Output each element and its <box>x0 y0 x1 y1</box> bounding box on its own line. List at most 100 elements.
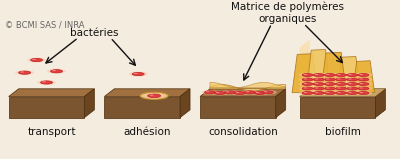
Ellipse shape <box>355 77 372 82</box>
Ellipse shape <box>355 91 372 95</box>
Text: transport: transport <box>27 127 76 137</box>
Ellipse shape <box>310 86 328 91</box>
Ellipse shape <box>332 91 350 95</box>
Ellipse shape <box>321 86 339 91</box>
Ellipse shape <box>332 77 350 82</box>
Ellipse shape <box>348 74 352 75</box>
Text: Matrice de polymères
organiques: Matrice de polymères organiques <box>231 1 344 24</box>
Ellipse shape <box>358 92 369 94</box>
Text: bactéries: bactéries <box>70 28 119 38</box>
Ellipse shape <box>324 74 336 76</box>
Ellipse shape <box>264 91 267 92</box>
Ellipse shape <box>310 73 328 77</box>
Ellipse shape <box>313 83 324 86</box>
Ellipse shape <box>214 92 226 94</box>
Ellipse shape <box>332 73 350 77</box>
Ellipse shape <box>299 86 316 91</box>
Ellipse shape <box>30 58 42 62</box>
Ellipse shape <box>336 83 346 86</box>
Polygon shape <box>180 89 190 118</box>
Ellipse shape <box>332 82 350 86</box>
Ellipse shape <box>336 92 346 94</box>
Ellipse shape <box>241 90 258 95</box>
Ellipse shape <box>129 72 148 77</box>
Ellipse shape <box>15 70 34 75</box>
Ellipse shape <box>20 72 24 73</box>
Ellipse shape <box>262 91 273 94</box>
Ellipse shape <box>148 94 161 98</box>
Ellipse shape <box>347 78 358 81</box>
Ellipse shape <box>256 92 259 93</box>
Ellipse shape <box>360 92 363 93</box>
Ellipse shape <box>211 91 229 95</box>
Ellipse shape <box>304 83 307 84</box>
Polygon shape <box>300 40 385 97</box>
Ellipse shape <box>302 78 313 81</box>
Ellipse shape <box>221 90 239 95</box>
Ellipse shape <box>347 83 358 86</box>
Ellipse shape <box>344 77 361 82</box>
Polygon shape <box>84 89 94 118</box>
Ellipse shape <box>358 78 369 81</box>
Ellipse shape <box>299 82 316 86</box>
Ellipse shape <box>324 87 336 90</box>
Polygon shape <box>104 97 180 118</box>
Ellipse shape <box>132 73 144 76</box>
Ellipse shape <box>315 87 318 88</box>
Ellipse shape <box>315 92 318 93</box>
Ellipse shape <box>299 73 316 77</box>
Polygon shape <box>9 97 84 118</box>
Ellipse shape <box>236 92 240 93</box>
Ellipse shape <box>347 74 358 76</box>
Polygon shape <box>300 97 375 118</box>
Ellipse shape <box>315 83 318 84</box>
Ellipse shape <box>310 82 328 86</box>
Ellipse shape <box>244 91 255 94</box>
Ellipse shape <box>40 81 52 84</box>
Ellipse shape <box>234 92 245 94</box>
Ellipse shape <box>326 83 330 84</box>
Polygon shape <box>300 89 385 97</box>
Polygon shape <box>337 56 361 93</box>
Ellipse shape <box>358 74 369 76</box>
Ellipse shape <box>204 91 216 94</box>
Polygon shape <box>375 89 385 118</box>
Ellipse shape <box>336 78 346 81</box>
Ellipse shape <box>42 81 46 82</box>
Ellipse shape <box>358 87 369 90</box>
Ellipse shape <box>201 90 219 95</box>
Polygon shape <box>306 49 330 93</box>
Ellipse shape <box>344 91 361 95</box>
Ellipse shape <box>313 78 324 81</box>
Ellipse shape <box>259 90 276 95</box>
Ellipse shape <box>321 91 339 95</box>
Polygon shape <box>9 89 94 97</box>
Ellipse shape <box>360 87 363 88</box>
Ellipse shape <box>360 74 363 75</box>
Ellipse shape <box>206 91 210 92</box>
Ellipse shape <box>52 70 56 71</box>
Text: consolidation: consolidation <box>208 127 278 137</box>
Ellipse shape <box>347 92 358 94</box>
Ellipse shape <box>360 83 363 84</box>
Ellipse shape <box>321 77 339 82</box>
Ellipse shape <box>337 92 341 93</box>
Ellipse shape <box>226 91 230 92</box>
Ellipse shape <box>310 91 328 95</box>
Ellipse shape <box>254 92 265 94</box>
Ellipse shape <box>348 87 352 88</box>
Ellipse shape <box>348 83 352 84</box>
Ellipse shape <box>344 82 361 86</box>
Ellipse shape <box>19 71 30 74</box>
Ellipse shape <box>134 73 138 74</box>
Ellipse shape <box>299 77 316 82</box>
Ellipse shape <box>332 86 350 91</box>
Text: adhésion: adhésion <box>124 127 171 137</box>
Polygon shape <box>200 97 276 118</box>
Ellipse shape <box>326 74 330 75</box>
Polygon shape <box>200 89 286 97</box>
Ellipse shape <box>47 69 66 74</box>
Ellipse shape <box>304 74 307 75</box>
Ellipse shape <box>326 92 330 93</box>
Ellipse shape <box>326 87 330 88</box>
